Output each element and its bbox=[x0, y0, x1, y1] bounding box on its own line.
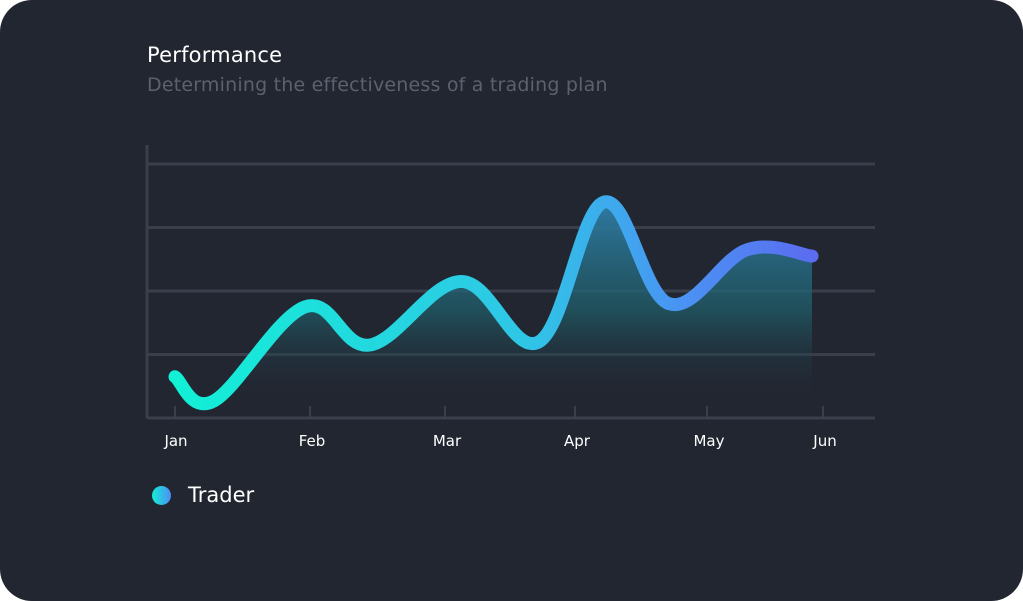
legend: Trader bbox=[152, 480, 254, 510]
series-trader-line bbox=[168, 195, 819, 410]
chart-subtitle: Determining the effectiveness of a tradi… bbox=[147, 74, 608, 96]
line-layer bbox=[168, 195, 819, 410]
x-tick-label-mar: Mar bbox=[433, 432, 462, 450]
area-layer bbox=[175, 201, 812, 404]
x-tick-label-apr: Apr bbox=[564, 432, 591, 450]
x-tick-label-jan: Jan bbox=[163, 432, 187, 450]
chart-title: Performance bbox=[147, 43, 283, 67]
x-tick-label-may: May bbox=[693, 432, 724, 450]
series-trader-area bbox=[175, 201, 812, 404]
x-tick-label-feb: Feb bbox=[299, 432, 326, 450]
legend-marker bbox=[152, 485, 171, 505]
x-axis-ticks: Jan Feb Mar Apr May Jun bbox=[163, 406, 837, 450]
legend-label-trader: Trader bbox=[188, 483, 255, 507]
x-tick-label-jun: Jun bbox=[812, 432, 836, 450]
